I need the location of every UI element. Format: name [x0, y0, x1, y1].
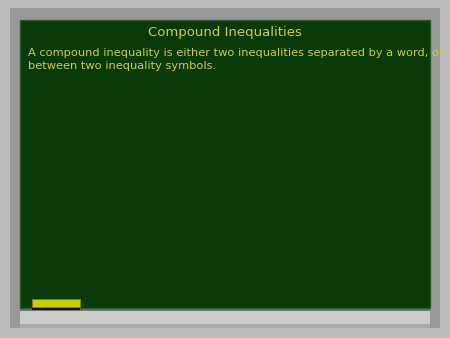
Polygon shape: [440, 328, 450, 338]
Bar: [10, 324, 440, 328]
Bar: [10, 308, 440, 328]
Bar: [10, 18, 20, 328]
Bar: [10, 307, 440, 311]
Bar: [18, 28, 432, 310]
Text: Compound Inequalities: Compound Inequalities: [148, 26, 302, 39]
Bar: [32, 299, 80, 307]
Bar: [10, 8, 440, 20]
Bar: [20, 20, 430, 308]
Bar: [12, 22, 438, 314]
Polygon shape: [0, 328, 10, 338]
Polygon shape: [440, 0, 450, 8]
Bar: [32, 305, 80, 310]
Bar: [10, 20, 440, 316]
Bar: [430, 18, 440, 328]
Text: between two inequality symbols.: between two inequality symbols.: [28, 61, 216, 71]
Polygon shape: [0, 0, 10, 8]
Text: A compound inequality is either two inequalities separated by a word, or an expr: A compound inequality is either two ineq…: [28, 48, 450, 58]
